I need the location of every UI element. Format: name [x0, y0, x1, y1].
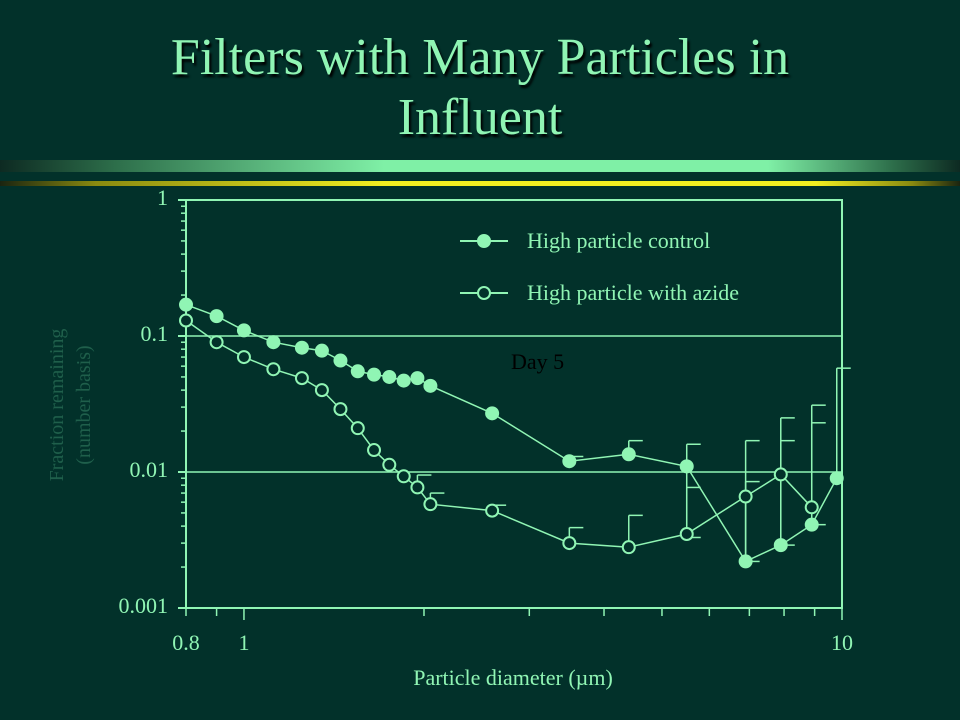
y-axis-label: Fraction remaining (number basis) — [46, 329, 95, 482]
axes — [185, 199, 843, 609]
azide-point-13 — [485, 503, 500, 518]
control-point-9 — [382, 369, 397, 384]
y-tick-label-1: 1 — [157, 185, 168, 210]
azide-point-6 — [333, 402, 348, 417]
title-rule-green — [0, 160, 960, 172]
azide-point-7 — [350, 421, 365, 436]
azide-point-0 — [179, 313, 193, 328]
y-tick-label-0-01: 0.01 — [130, 457, 169, 482]
legend: High particle control High particle with… — [460, 228, 739, 305]
legend-label-azide: High particle with azide — [527, 280, 739, 305]
control-point-4 — [294, 340, 309, 355]
azide-point-8 — [367, 443, 382, 458]
azide-point-4 — [294, 371, 309, 386]
azide-point-12 — [423, 497, 438, 512]
control-point-12 — [423, 378, 438, 393]
azide-point-14 — [562, 536, 577, 551]
control-point-1 — [209, 309, 224, 324]
azide-point-19 — [804, 500, 819, 515]
slide-title-line-1: Filters with Many Particles in — [170, 29, 790, 86]
series-0 — [179, 297, 851, 569]
azide-point-18 — [773, 467, 788, 482]
control-point-0 — [179, 297, 193, 312]
control-point-3 — [266, 335, 281, 350]
azide-point-5 — [314, 383, 329, 398]
series-layer — [179, 297, 851, 569]
control-point-7 — [350, 364, 365, 379]
control-point-5 — [314, 343, 329, 358]
control-point-10 — [396, 373, 411, 388]
azide-point-16 — [679, 527, 694, 542]
y-tick-label-0-1: 0.1 — [141, 321, 169, 346]
x-axis-label: Particle diameter (µm) — [413, 665, 613, 690]
control-point-13 — [485, 406, 500, 421]
azide-point-15 — [621, 540, 636, 555]
series-1 — [179, 313, 826, 563]
legend-label-control: High particle control — [527, 228, 710, 253]
gridlines — [186, 335, 842, 473]
control-point-16 — [679, 459, 694, 474]
control-point-15 — [621, 447, 636, 462]
azide-point-17 — [738, 489, 753, 504]
day-annotation: Day 5 — [511, 349, 564, 374]
control-point-20 — [829, 471, 844, 486]
control-point-11 — [410, 371, 425, 386]
control-point-6 — [333, 353, 348, 368]
y-axis-label-line-2: (number basis) — [73, 345, 95, 464]
azide-point-10 — [396, 469, 411, 484]
tick-marks — [178, 199, 843, 620]
slide-title: Filters with Many Particles in Influent — [0, 28, 960, 148]
azide-point-2 — [236, 350, 251, 365]
azide-point-11 — [410, 480, 425, 495]
control-point-14 — [562, 454, 577, 469]
title-rule-yellow — [0, 181, 960, 186]
series-line-0 — [185, 303, 838, 563]
azide-point-9 — [382, 457, 397, 472]
series-line-1 — [185, 319, 813, 548]
control-point-8 — [367, 367, 382, 382]
control-point-2 — [236, 323, 251, 338]
legend-marker-open-circle — [477, 286, 491, 300]
x-tick-label-1: 1 — [238, 630, 249, 655]
x-tick-labels: 0.8 1 10 — [172, 630, 853, 655]
y-tick-label-0-001: 0.001 — [119, 593, 169, 618]
legend-marker-filled-circle — [477, 234, 491, 248]
x-tick-label-10: 10 — [831, 630, 853, 655]
x-tick-label-0-8: 0.8 — [172, 630, 200, 655]
slide-title-line-2: Influent — [397, 89, 563, 146]
plot-frame — [185, 199, 843, 609]
azide-point-3 — [266, 362, 281, 377]
y-tick-labels: 1 0.1 0.01 0.001 — [119, 185, 169, 618]
azide-point-1 — [209, 335, 224, 350]
y-axis-label-line-1: Fraction remaining — [46, 329, 68, 482]
